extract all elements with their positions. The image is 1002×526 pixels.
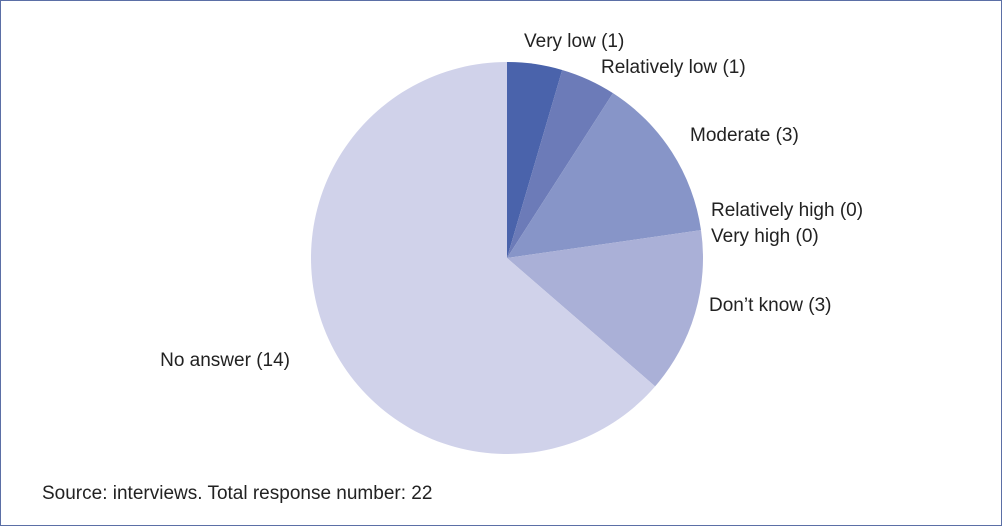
- source-note: Source: interviews. Total response numbe…: [42, 483, 432, 504]
- slice-label: Relatively high (0): [711, 200, 863, 221]
- value-label: (3): [808, 295, 831, 316]
- value-label: (14): [256, 350, 290, 371]
- value-label: (1): [601, 31, 624, 52]
- value-label: (1): [722, 57, 745, 78]
- category-label: Very high: [711, 226, 790, 247]
- category-label: Relatively low: [601, 57, 717, 78]
- pie-slice: [310, 62, 656, 455]
- pie-slice: [507, 93, 702, 258]
- pie-slice: [507, 62, 563, 258]
- pie-slice: [507, 230, 703, 387]
- slice-label: Very high (0): [711, 226, 819, 247]
- value-label: (0): [796, 226, 819, 247]
- slice-label: Relatively low (1): [601, 57, 746, 78]
- slice-label: Very low (1): [524, 31, 624, 52]
- slice-label: Don’t know (3): [709, 295, 832, 316]
- category-label: Very low: [524, 31, 596, 52]
- category-label: No answer: [160, 350, 251, 371]
- pie-slice: [507, 69, 613, 258]
- slice-label: No answer (14): [160, 350, 290, 371]
- category-label: Don’t know: [709, 295, 803, 316]
- slice-label: Moderate (3): [690, 125, 799, 146]
- value-label: (0): [840, 200, 863, 221]
- category-label: Moderate: [690, 125, 770, 146]
- category-label: Relatively high: [711, 200, 835, 221]
- value-label: (3): [776, 125, 799, 146]
